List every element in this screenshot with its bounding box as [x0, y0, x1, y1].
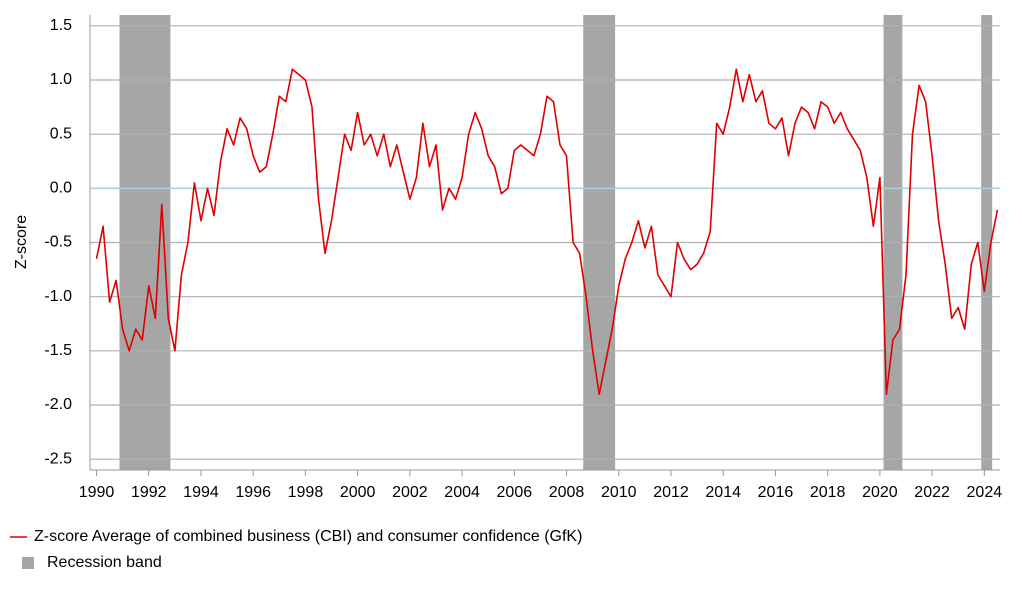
- x-tick-label: 2024: [967, 484, 1003, 501]
- data-line: [95, 68, 999, 395]
- x-tick-label: 2022: [914, 484, 950, 501]
- y-tick-label: -0.5: [44, 234, 72, 251]
- y-tick-label: 0.5: [50, 125, 72, 142]
- y-tick-label: 1.5: [50, 17, 72, 34]
- x-tick-label: 1990: [79, 484, 115, 501]
- x-tick-label: 2020: [862, 484, 898, 501]
- legend-label: Z-score Average of combined business (CB…: [34, 528, 582, 545]
- y-tick-label: -1.0: [44, 288, 72, 305]
- x-tick-label: 2000: [340, 484, 376, 501]
- x-tick-label: 2018: [810, 484, 846, 501]
- x-tick-label: 1992: [131, 484, 167, 501]
- y-tick-label: 1.0: [50, 71, 72, 88]
- legend-swatch: [22, 557, 34, 569]
- x-tick-label: 2004: [444, 484, 480, 501]
- x-tick-label: 1994: [183, 484, 219, 501]
- x-tick-label: 1998: [288, 484, 324, 501]
- x-tick-label: 1996: [235, 484, 271, 501]
- x-tick-label: 2008: [549, 484, 585, 501]
- y-tick-label: -2.0: [44, 396, 72, 413]
- legend-label: Recession band: [47, 554, 162, 571]
- x-tick-label: 2014: [705, 484, 741, 501]
- y-tick-label: -1.5: [44, 342, 72, 359]
- y-tick-label: 0.0: [50, 180, 72, 197]
- x-tick-label: 2006: [497, 484, 533, 501]
- y-axis-label: Z-score: [13, 215, 30, 269]
- x-tick-label: 2012: [653, 484, 689, 501]
- x-tick-label: 2002: [392, 484, 428, 501]
- x-tick-label: 2010: [601, 484, 637, 501]
- y-tick-label: -2.5: [44, 450, 72, 467]
- x-tick-label: 2016: [758, 484, 794, 501]
